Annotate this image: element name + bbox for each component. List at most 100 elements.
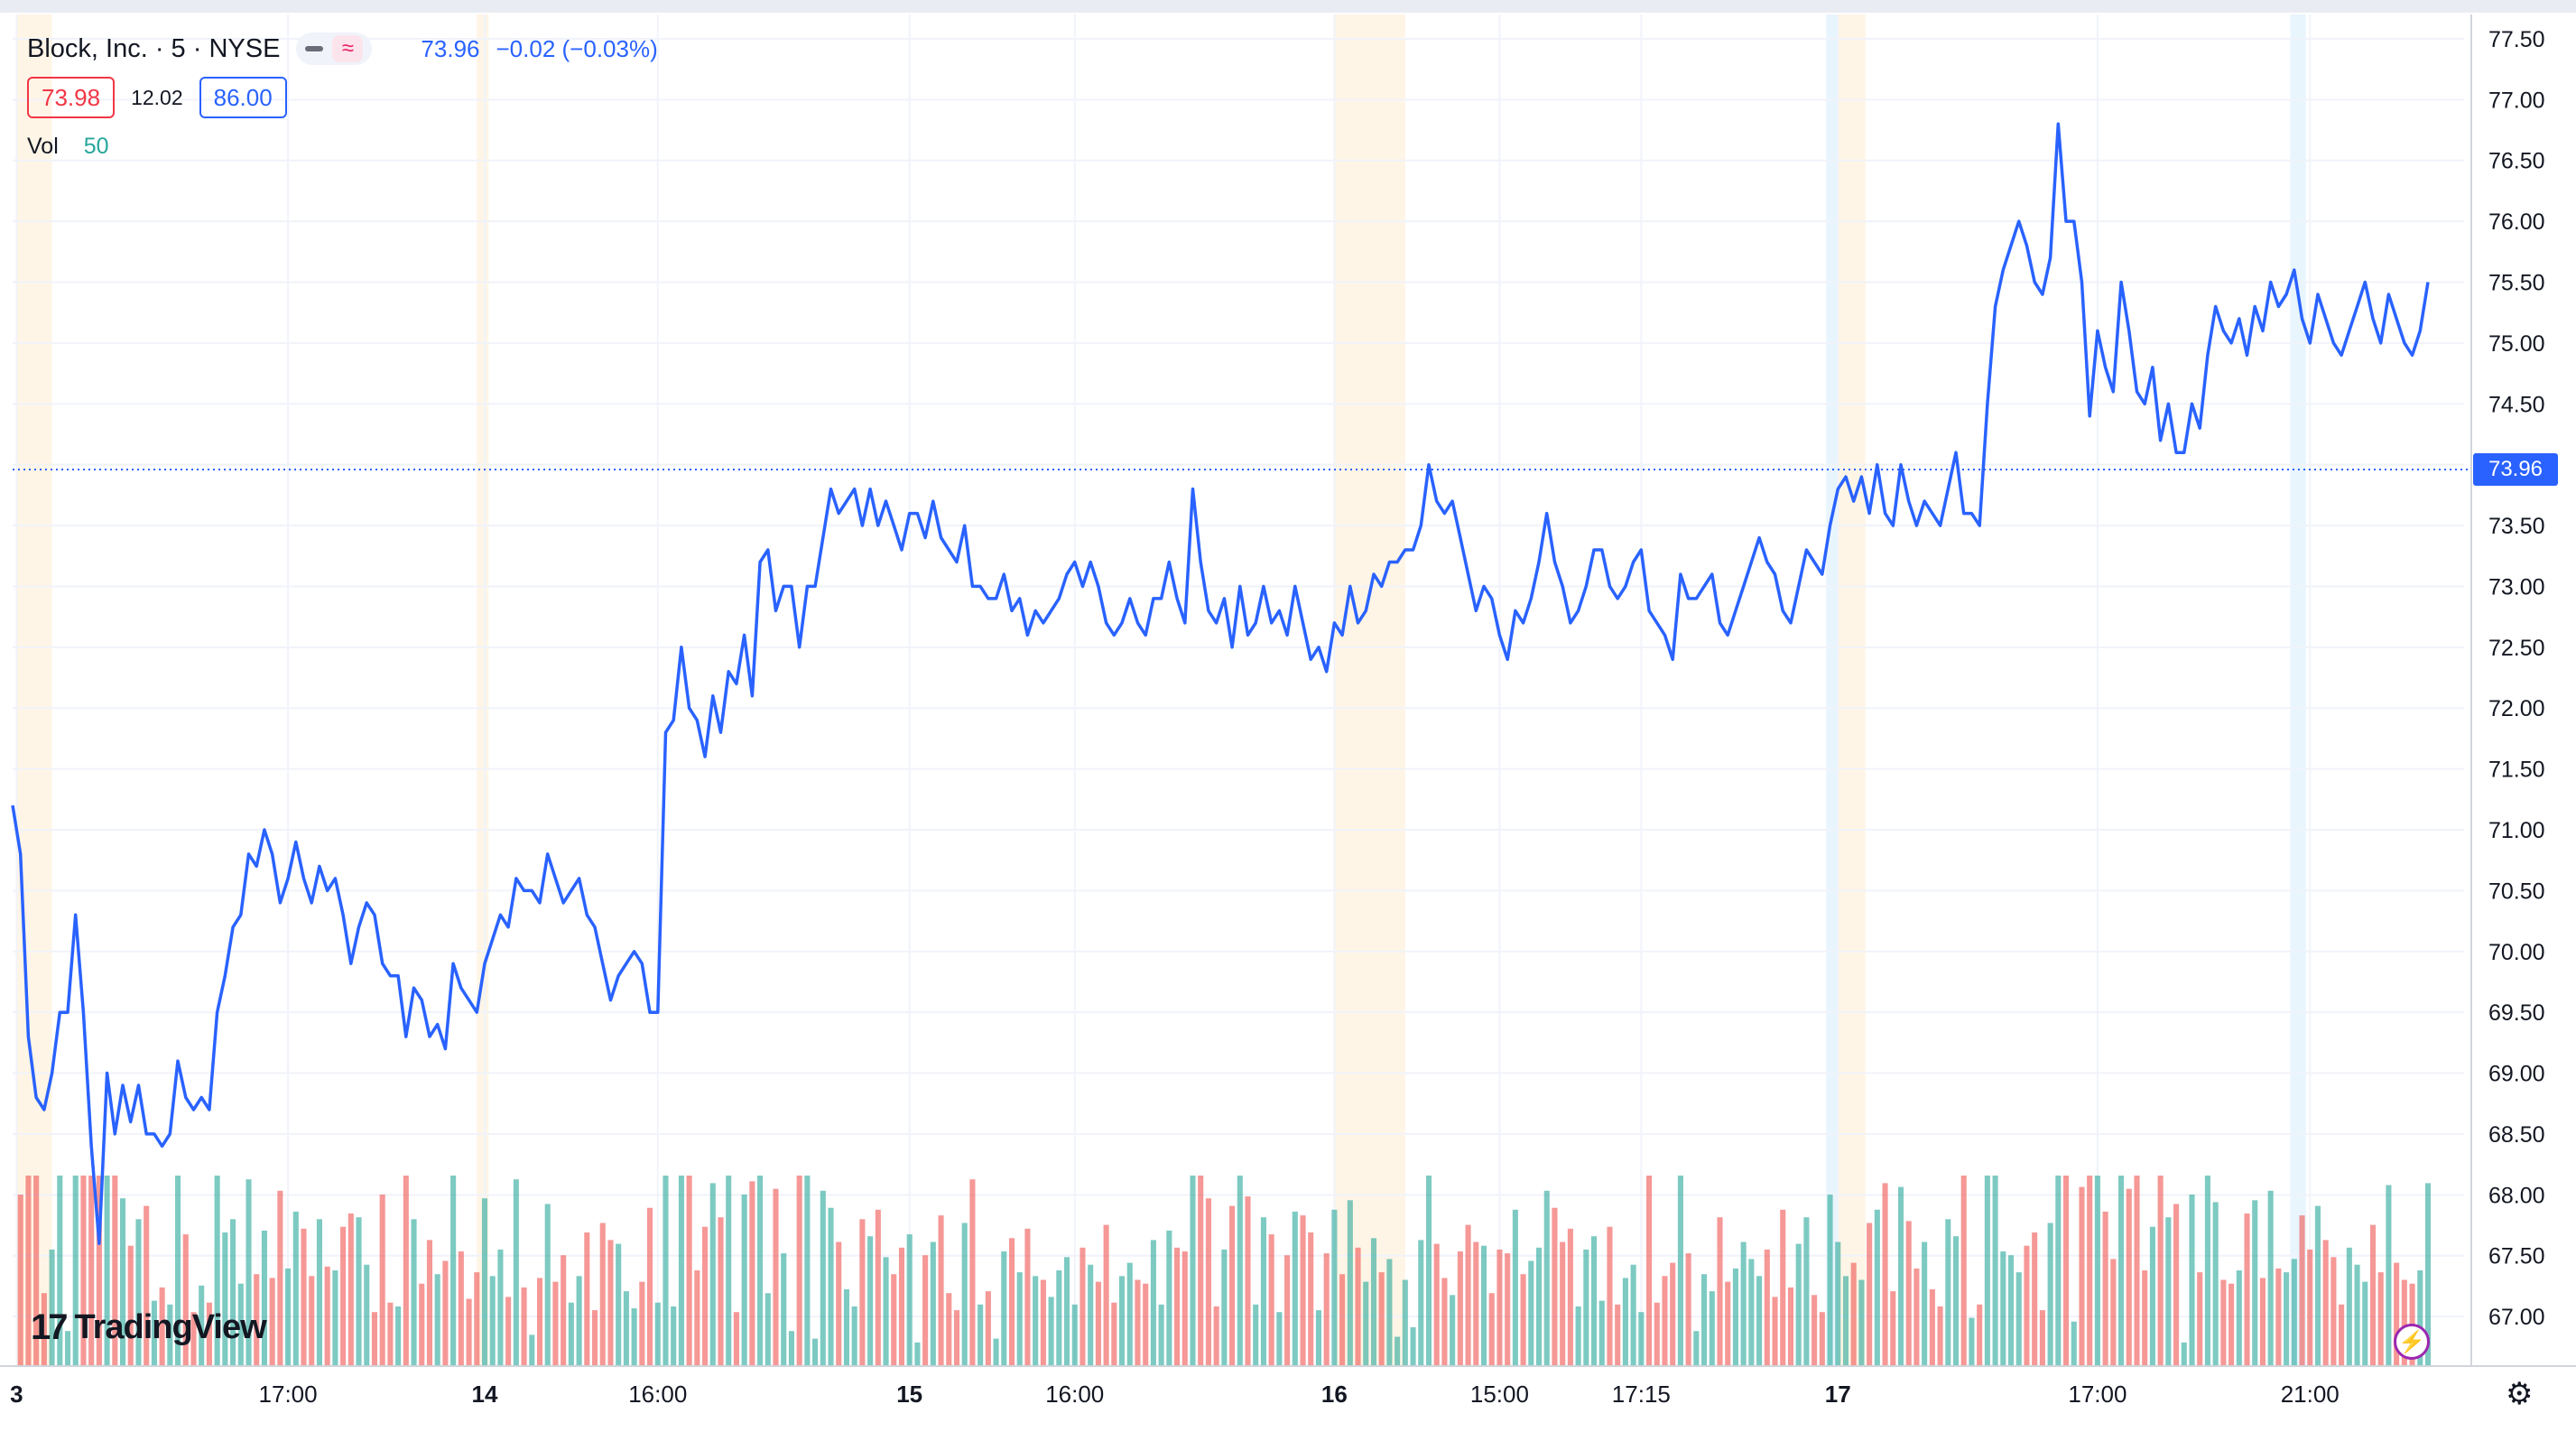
- volume-bar: [324, 1266, 330, 1365]
- volume-bar: [1560, 1241, 1566, 1365]
- volume-bar: [1835, 1241, 1841, 1365]
- volume-bar: [127, 1245, 134, 1365]
- volume-bar: [2142, 1270, 2148, 1365]
- bid-price[interactable]: 73.98: [27, 77, 116, 118]
- volume-bar: [458, 1251, 464, 1365]
- volume-bar: [2377, 1272, 2384, 1365]
- volume-bar: [1363, 1281, 1369, 1365]
- volume-bar: [2015, 1272, 2022, 1365]
- volume-bar: [883, 1257, 889, 1365]
- volume-bar: [978, 1304, 984, 1365]
- session-band-2: [1334, 14, 1405, 1365]
- volume-bar: [914, 1342, 921, 1365]
- x-tick-label: 17:00: [259, 1381, 318, 1408]
- indicator-pill[interactable]: ≈: [296, 33, 373, 65]
- symbol-legend: Block, Inc. · 5 · NYSE ≈ 73.96 −0.02 (−0…: [27, 27, 658, 70]
- volume-bar: [1190, 1176, 1196, 1365]
- ask-price[interactable]: 86.00: [199, 77, 287, 118]
- x-tick-label: 3: [10, 1381, 23, 1408]
- volume-bar: [379, 1195, 385, 1365]
- volume-legend: Vol 50: [27, 134, 109, 160]
- session-band-4: [1838, 14, 1866, 1365]
- volume-bar: [2110, 1259, 2117, 1365]
- volume-bar: [2039, 1310, 2045, 1365]
- volume-bar: [859, 1219, 866, 1365]
- volume-bar: [403, 1176, 409, 1365]
- volume-bar: [1339, 1274, 1346, 1365]
- volume-bar: [1465, 1224, 1471, 1365]
- session-band-1: [477, 14, 489, 1365]
- tradingview-name: TradingView: [74, 1308, 267, 1346]
- volume-bar: [781, 1253, 787, 1365]
- symbol-title[interactable]: Block, Inc. · 5 · NYSE: [27, 33, 281, 63]
- volume-bar: [96, 1176, 102, 1365]
- grid-lines: [13, 14, 2464, 1365]
- volume-bar: [57, 1176, 63, 1365]
- volume-bar: [316, 1219, 322, 1365]
- volume-bar: [599, 1223, 606, 1365]
- settings-icon[interactable]: ⚙: [2506, 1377, 2534, 1411]
- volume-bar: [151, 1300, 157, 1365]
- volume-bar: [2259, 1278, 2266, 1365]
- volume-bar: [788, 1331, 794, 1365]
- volume-bar: [906, 1234, 913, 1365]
- volume-bar: [536, 1278, 543, 1365]
- session-band-5: [2290, 14, 2306, 1365]
- volume-bar: [733, 1312, 739, 1365]
- volume-bar: [1378, 1272, 1385, 1365]
- volume-bar: [678, 1176, 684, 1365]
- volume-bar: [387, 1302, 394, 1365]
- volume-bar: [2157, 1176, 2164, 1365]
- volume-bar: [1450, 1295, 1456, 1365]
- y-tick-label: 75.00: [2488, 331, 2545, 357]
- volume-bar: [961, 1223, 968, 1365]
- volume-bar: [1347, 1200, 1353, 1365]
- volume-bar: [584, 1232, 590, 1365]
- volume-bar: [1929, 1289, 1935, 1365]
- volume-bar: [214, 1176, 220, 1365]
- volume-bar: [1913, 1268, 1920, 1365]
- volume-bar: [1748, 1259, 1755, 1365]
- volume-bar: [1732, 1268, 1738, 1365]
- volume-bar: [1198, 1176, 1204, 1365]
- volume-bar: [2220, 1279, 2227, 1365]
- y-tick-label: 77.00: [2488, 88, 2545, 113]
- volume-bar: [1685, 1253, 1691, 1365]
- volume-bar: [616, 1243, 622, 1365]
- volume-bar: [41, 1293, 47, 1365]
- volume-bar: [1882, 1183, 1888, 1365]
- volume-bar: [1166, 1230, 1172, 1365]
- volume-bar: [1024, 1228, 1031, 1365]
- lightning-icon[interactable]: ⚡: [2394, 1324, 2430, 1360]
- volume-bar: [1709, 1291, 1715, 1365]
- volume-bar: [1221, 1249, 1228, 1365]
- y-tick-label: 75.50: [2488, 271, 2545, 296]
- volume-bar: [1819, 1312, 1825, 1365]
- y-tick-label: 73.00: [2488, 574, 2545, 600]
- volume-bar: [1827, 1195, 1833, 1365]
- volume-bar: [2236, 1270, 2242, 1365]
- volume-bar: [1158, 1304, 1164, 1365]
- volume-bar: [1803, 1217, 1810, 1365]
- volume-bar: [749, 1181, 755, 1365]
- volume-bar: [663, 1176, 669, 1365]
- session-shading: [0, 0, 2576, 1365]
- hide-icon[interactable]: [305, 46, 324, 51]
- volume-bar: [1937, 1306, 1943, 1365]
- x-tick-label: 17:00: [2068, 1381, 2127, 1408]
- volume-bar: [1016, 1272, 1023, 1365]
- volume-bar: [1905, 1221, 1912, 1365]
- volume-bar: [1213, 1306, 1219, 1365]
- volume-bar: [434, 1274, 440, 1365]
- volume-bar: [639, 1281, 645, 1365]
- volume-bar: [623, 1291, 629, 1365]
- volume-bar: [1473, 1241, 1479, 1365]
- volume-bar: [938, 1215, 944, 1365]
- volume-bar: [757, 1176, 764, 1365]
- volume-bar: [1874, 1209, 1880, 1365]
- tradingview-logo[interactable]: 17 TradingView: [31, 1307, 267, 1348]
- volume-label[interactable]: Vol: [27, 134, 59, 159]
- volume-bar: [2047, 1223, 2053, 1365]
- wave-icon[interactable]: ≈: [332, 35, 364, 62]
- volume-bar: [2307, 1249, 2313, 1365]
